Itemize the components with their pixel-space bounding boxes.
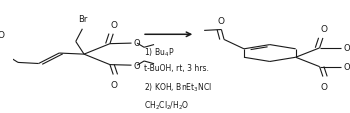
Text: Br: Br bbox=[78, 15, 88, 24]
Text: O: O bbox=[133, 62, 140, 71]
Text: 2) KOH, BnEt$_3$NCl: 2) KOH, BnEt$_3$NCl bbox=[144, 81, 212, 93]
Text: CH$_2$Cl$_2$/H$_2$O: CH$_2$Cl$_2$/H$_2$O bbox=[144, 98, 189, 111]
Text: O: O bbox=[133, 39, 140, 48]
Text: O: O bbox=[343, 44, 350, 53]
Text: O: O bbox=[110, 21, 117, 29]
Text: t-BuOH, rt, 3 hrs.: t-BuOH, rt, 3 hrs. bbox=[144, 63, 209, 72]
Text: O: O bbox=[110, 80, 117, 89]
Text: O: O bbox=[217, 16, 224, 25]
Text: O: O bbox=[343, 63, 350, 72]
Text: 1) Bu$_4$P: 1) Bu$_4$P bbox=[144, 46, 174, 58]
Text: O: O bbox=[320, 82, 327, 91]
Text: O: O bbox=[0, 31, 5, 40]
Text: O: O bbox=[320, 25, 327, 34]
